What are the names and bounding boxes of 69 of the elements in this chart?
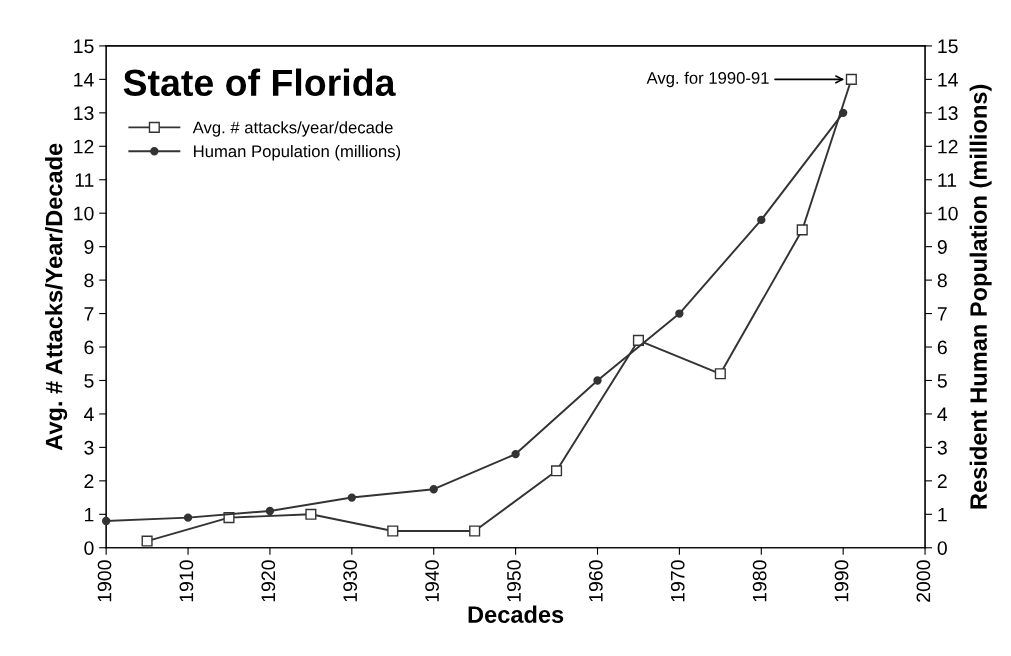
y-tick-label: 7: [84, 307, 94, 321]
point: [675, 309, 684, 318]
y-tick-label: 15: [74, 39, 94, 54]
point: [101, 516, 111, 526]
y2-tick-label: 6: [937, 340, 947, 355]
x-tick-label: 1910: [179, 560, 194, 602]
y2-axis-title: Resident Human Population (millions): [969, 84, 992, 509]
y-tick-label: 1: [85, 507, 94, 522]
y2-tick-label: 7: [937, 307, 947, 321]
x-tick-label: 1970: [670, 560, 685, 602]
y-tick-label: 2: [84, 474, 94, 488]
y2-tick-label: 13: [938, 106, 958, 121]
y2-tick-label: 5: [937, 374, 947, 388]
y-tick-label: 4: [83, 407, 94, 421]
point: [593, 376, 602, 385]
y-tick-label: 13: [74, 106, 94, 121]
x-tick-label: 1930: [343, 560, 358, 602]
y-axis-title: Avg. # Attacks/Year/Decade: [45, 143, 68, 451]
y-tick-label: 12: [74, 139, 94, 154]
y2-tick-label: 14: [938, 73, 958, 87]
point: [845, 73, 857, 85]
point: [265, 506, 275, 516]
legend-label: Human Population (millions): [194, 145, 401, 161]
y2-tick-label: 8: [937, 273, 947, 288]
x-tick-label: 1950: [507, 560, 521, 602]
y2-tick-label: 9: [937, 240, 947, 254]
y2-tick-label: 2: [937, 474, 947, 488]
y-tick-label: 11: [75, 173, 94, 187]
point: [632, 334, 645, 346]
y-tick-label: 0: [84, 541, 94, 555]
y-tick-label: 6: [84, 340, 94, 355]
point: [757, 215, 766, 225]
point: [429, 485, 438, 494]
chart-title: State of Florida: [123, 68, 396, 97]
point: [387, 525, 399, 537]
y-tick-label: 8: [84, 273, 94, 288]
x-tick-label: 1920: [261, 560, 276, 602]
y-tick-label: 10: [74, 206, 94, 221]
y2-tick-label: 1: [938, 507, 947, 522]
y-tick-label: 5: [84, 374, 94, 388]
y2-tick-label: 10: [938, 206, 958, 221]
point: [305, 508, 317, 520]
y-tick-label: 14: [74, 73, 94, 87]
y-tick-label: 3: [84, 440, 94, 455]
annotation: Avg. for 1990-91: [646, 71, 769, 88]
point: [183, 513, 193, 522]
point: [141, 535, 153, 547]
y2-tick-label: 4: [937, 407, 948, 421]
x-tick-label: 1940: [425, 560, 439, 602]
point: [469, 525, 481, 537]
x-tick-label: 1960: [588, 560, 603, 602]
point: [839, 108, 848, 117]
point: [796, 224, 808, 236]
legend-label: Avg. # attacks/year/decade: [192, 121, 393, 137]
x-tick-label: 1980: [752, 560, 767, 602]
point: [550, 465, 563, 477]
x-axis-title: Decades: [468, 605, 564, 623]
x-tick-label: 2000: [916, 560, 931, 602]
y-tick-label: 9: [84, 240, 94, 254]
point: [347, 493, 356, 502]
y2-tick-label: 0: [937, 541, 947, 555]
y2-tick-label: 12: [938, 139, 958, 154]
point: [714, 368, 726, 380]
point: [511, 449, 520, 459]
x-tick-label: 1990: [834, 560, 849, 602]
x-tick-label: 1900: [97, 560, 112, 602]
y2-tick-label: 15: [938, 39, 958, 54]
y2-tick-label: 11: [938, 173, 957, 187]
y2-tick-label: 3: [937, 440, 947, 455]
